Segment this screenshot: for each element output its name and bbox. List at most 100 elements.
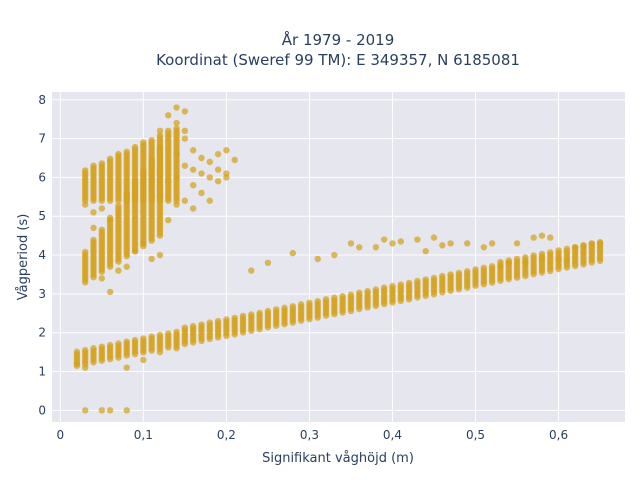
y-tick-labels: 0 1 2 3 4 5 6 7 8 xyxy=(38,93,46,418)
data-point xyxy=(248,267,255,274)
data-point xyxy=(264,259,272,267)
data-point xyxy=(181,108,189,115)
data-point xyxy=(173,150,180,158)
scatter-points xyxy=(73,104,604,414)
data-point xyxy=(82,346,89,354)
data-point xyxy=(173,201,180,208)
data-point xyxy=(522,254,529,261)
data-point xyxy=(156,251,164,259)
data-point xyxy=(530,234,537,241)
data-point xyxy=(430,274,438,282)
data-point xyxy=(314,298,321,305)
data-point xyxy=(156,331,164,339)
x-tick-label: 0,1 xyxy=(134,428,153,442)
data-point xyxy=(115,267,122,274)
data-point xyxy=(165,178,172,185)
data-point xyxy=(148,333,155,340)
data-point xyxy=(547,249,554,256)
data-point xyxy=(82,248,89,256)
data-point xyxy=(206,319,213,326)
data-point xyxy=(455,269,463,277)
data-point xyxy=(156,127,164,135)
data-point xyxy=(405,279,413,287)
data-point xyxy=(596,240,604,247)
data-point xyxy=(181,197,189,204)
data-point xyxy=(123,263,130,270)
data-point xyxy=(306,299,313,307)
y-tick-label: 0 xyxy=(38,403,46,417)
data-point xyxy=(148,255,155,263)
data-point xyxy=(571,244,579,251)
data-point xyxy=(73,348,81,355)
data-point xyxy=(372,244,380,251)
data-point xyxy=(189,166,197,173)
data-point xyxy=(82,364,89,371)
x-axis-title: Signifikant våghöjd (m) xyxy=(262,451,414,466)
data-point xyxy=(522,259,529,267)
data-point xyxy=(322,296,330,303)
data-point xyxy=(547,234,554,241)
x-tick-label: 0 xyxy=(56,428,64,442)
y-tick-label: 8 xyxy=(38,93,46,107)
data-point xyxy=(497,263,504,270)
data-point xyxy=(397,281,404,288)
data-point xyxy=(82,167,89,174)
data-point xyxy=(439,272,446,280)
data-point xyxy=(140,139,147,146)
data-point xyxy=(181,135,189,142)
data-point xyxy=(356,289,363,296)
y-tick-label: 6 xyxy=(38,170,46,184)
data-point xyxy=(165,330,172,337)
y-tick-label: 2 xyxy=(38,326,46,340)
data-point xyxy=(331,251,338,259)
data-point xyxy=(414,277,421,285)
data-point xyxy=(439,242,446,249)
plot-area xyxy=(52,92,625,422)
data-point xyxy=(480,264,488,272)
data-point xyxy=(339,293,346,300)
data-point xyxy=(106,216,114,224)
data-point xyxy=(347,291,355,298)
data-point xyxy=(422,247,429,255)
data-point xyxy=(106,407,114,414)
data-point xyxy=(98,160,106,167)
data-point xyxy=(73,360,81,367)
data-point xyxy=(165,112,172,119)
data-point xyxy=(555,247,562,254)
data-point xyxy=(82,201,89,208)
data-point xyxy=(505,259,512,267)
data-point xyxy=(206,174,213,181)
data-point xyxy=(513,240,521,247)
data-point xyxy=(239,312,247,320)
data-point xyxy=(289,303,297,310)
data-point xyxy=(447,271,454,278)
data-point xyxy=(98,275,106,282)
data-point xyxy=(115,150,122,158)
data-point xyxy=(538,250,546,258)
data-point xyxy=(90,345,97,352)
data-point xyxy=(248,311,255,318)
data-point xyxy=(214,317,222,325)
data-point xyxy=(131,336,139,344)
data-point xyxy=(106,288,114,296)
data-point xyxy=(156,132,164,139)
y-tick-label: 7 xyxy=(38,132,46,146)
data-point xyxy=(123,407,130,414)
data-point xyxy=(173,119,180,127)
data-point xyxy=(198,154,205,162)
data-point xyxy=(189,181,197,189)
data-point xyxy=(156,348,164,356)
data-point xyxy=(356,244,363,251)
chart-title-line2: Koordinat (Sweref 99 TM): E 349357, N 61… xyxy=(156,51,520,69)
data-point xyxy=(281,304,288,312)
data-point xyxy=(189,205,197,212)
x-tick-label: 0,5 xyxy=(466,428,485,442)
data-point xyxy=(447,240,454,247)
data-point xyxy=(189,147,197,154)
data-point xyxy=(206,197,213,204)
data-point xyxy=(198,321,205,328)
data-point xyxy=(140,335,147,342)
data-point xyxy=(214,178,222,185)
data-point xyxy=(156,193,164,201)
data-point xyxy=(397,238,404,245)
